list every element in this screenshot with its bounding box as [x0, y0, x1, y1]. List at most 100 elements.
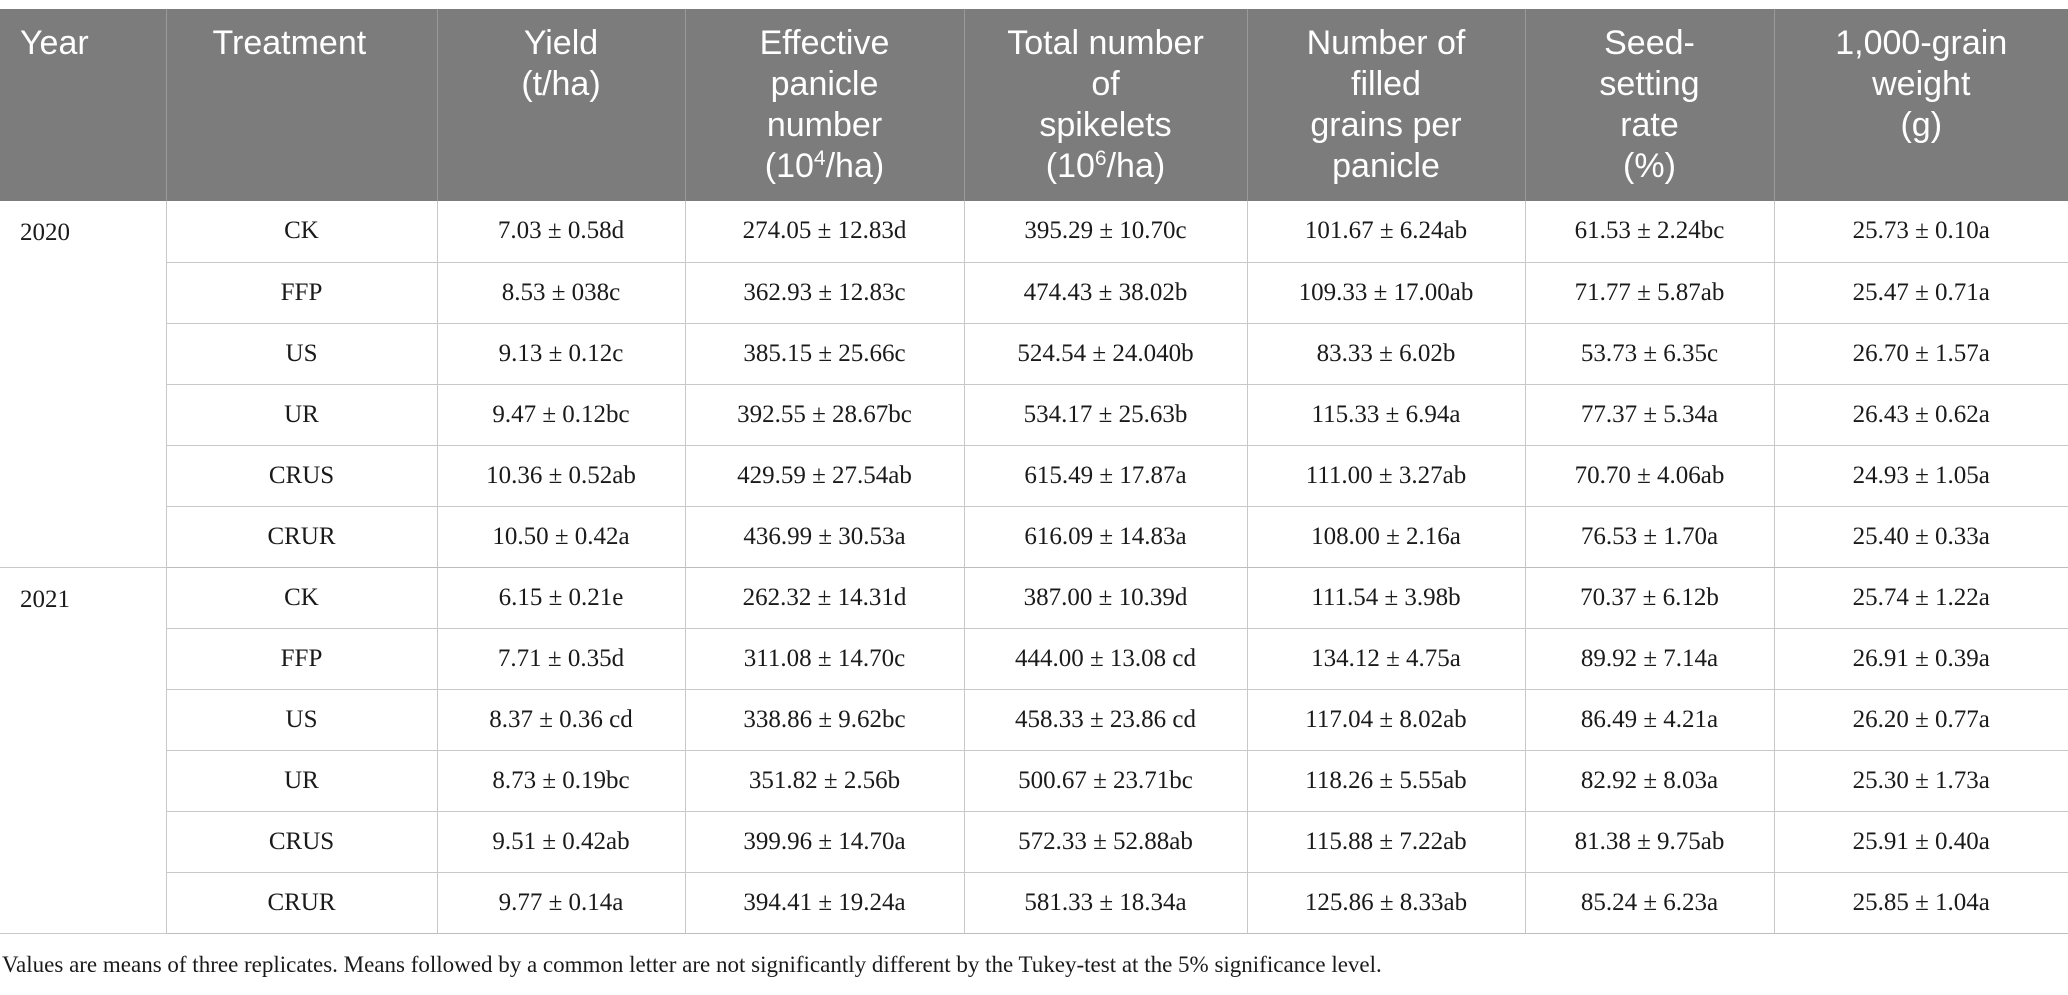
value-cell: 10.50 ± 0.42a	[436, 506, 685, 568]
column-header-line: Total number	[1007, 24, 1204, 62]
treatment-cell: CK	[165, 567, 437, 629]
value-cell: 86.49 ± 4.21a	[1524, 689, 1774, 751]
column-header-line: (g)	[1900, 106, 1943, 144]
column-header-line: Number of	[1306, 24, 1466, 62]
column-header-effective-panicle-number: Effective panicle number (104/ha)	[684, 9, 964, 201]
treatment-cell: CRUR	[165, 872, 437, 934]
table-row: CRUS 10.36 ± 0.52ab 429.59 ± 27.54ab 615.49…	[0, 445, 2068, 507]
value-cell: 534.17 ± 25.63b	[963, 384, 1247, 446]
treatment-cell: CRUS	[165, 811, 437, 873]
value-cell: 101.67 ± 6.24ab	[1246, 201, 1525, 263]
column-header-total-spikelets: Total number of spikelets (106/ha)	[963, 9, 1247, 201]
table-row: FFP 8.53 ± 038c 362.93 ± 12.83c 474.43 ± 38…	[0, 262, 2068, 324]
value-cell: 7.03 ± 0.58d	[436, 201, 685, 263]
value-cell: 26.91 ± 0.39a	[1773, 628, 2068, 690]
column-header-line: of	[1091, 65, 1120, 103]
value-cell: 24.93 ± 1.05a	[1773, 445, 2068, 507]
value-cell: 125.86 ± 8.33ab	[1246, 872, 1525, 934]
value-cell: 108.00 ± 2.16a	[1246, 506, 1525, 568]
results-table-wrapper: Year Treatment Yield (t/ha) Effective panicle…	[0, 9, 2068, 934]
value-cell: 362.93 ± 12.83c	[684, 262, 964, 324]
table-row: US 8.37 ± 0.36 cd 338.86 ± 9.62bc 458.33 ± …	[0, 689, 2068, 751]
value-cell: 26.43 ± 0.62a	[1773, 384, 2068, 446]
treatment-cell: FFP	[165, 262, 437, 324]
value-cell: 111.00 ± 3.27ab	[1246, 445, 1525, 507]
value-cell: 61.53 ± 2.24bc	[1524, 201, 1774, 263]
column-header-line: weight	[1872, 65, 1971, 103]
value-cell: 311.08 ± 14.70c	[684, 628, 964, 690]
year-cell: 2021	[0, 567, 166, 934]
value-cell: 444.00 ± 13.08 cd	[963, 628, 1247, 690]
table-row: CRUR 9.77 ± 0.14a 394.41 ± 19.24a 581.33 ± …	[0, 872, 2068, 934]
value-cell: 338.86 ± 9.62bc	[684, 689, 964, 751]
value-cell: 387.00 ± 10.39d	[963, 567, 1247, 629]
table-row: CRUR 10.50 ± 0.42a 436.99 ± 30.53a 616.09 ±…	[0, 506, 2068, 568]
value-cell: 392.55 ± 28.67bc	[684, 384, 964, 446]
value-cell: 385.15 ± 25.66c	[684, 323, 964, 385]
treatment-cell: US	[165, 689, 437, 751]
value-cell: 77.37 ± 5.34a	[1524, 384, 1774, 446]
value-cell: 117.04 ± 8.02ab	[1246, 689, 1525, 751]
column-header-filled-grains-per-panicle: Number of filled grains per panicle	[1246, 9, 1525, 201]
column-header-line: 1,000-grain	[1835, 24, 2008, 62]
treatment-cell: CK	[165, 201, 437, 263]
treatment-cell: US	[165, 323, 437, 385]
value-cell: 118.26 ± 5.55ab	[1246, 750, 1525, 812]
value-cell: 9.51 ± 0.42ab	[436, 811, 685, 873]
value-cell: 6.15 ± 0.21e	[436, 567, 685, 629]
value-cell: 53.73 ± 6.35c	[1524, 323, 1774, 385]
value-cell: 474.43 ± 38.02b	[963, 262, 1247, 324]
value-cell: 274.05 ± 12.83d	[684, 201, 964, 263]
column-header-line: Effective	[759, 24, 890, 62]
value-cell: 25.85 ± 1.04a	[1773, 872, 2068, 934]
value-cell: 9.77 ± 0.14a	[436, 872, 685, 934]
value-cell: 458.33 ± 23.86 cd	[963, 689, 1247, 751]
column-header-seed-setting-rate: Seed-setting rate (%)	[1524, 9, 1774, 201]
header-row: Year Treatment Yield (t/ha) Effective panicle…	[0, 9, 2068, 201]
value-cell: 429.59 ± 27.54ab	[684, 445, 964, 507]
value-cell: 9.13 ± 0.12c	[436, 323, 685, 385]
column-header-yield: Yield (t/ha)	[436, 9, 685, 201]
value-cell: 262.32 ± 14.31d	[684, 567, 964, 629]
table-row: 2021 CK 6.15 ± 0.21e 262.32 ± 14.31d 387.00 …	[0, 567, 2068, 934]
value-cell: 500.67 ± 23.71bc	[963, 750, 1247, 812]
treatment-cell: CRUR	[165, 506, 437, 568]
value-cell: 115.33 ± 6.94a	[1246, 384, 1525, 446]
table-row: US 9.13 ± 0.12c 385.15 ± 25.66c 524.54 ± 24…	[0, 323, 2068, 385]
column-header-treatment: Treatment	[165, 9, 437, 201]
value-cell: 572.33 ± 52.88ab	[963, 811, 1247, 873]
column-header-line: panicle	[770, 65, 879, 103]
value-cell: 25.73 ± 0.10a	[1773, 201, 2068, 263]
column-header-line: (104/ha)	[764, 147, 885, 185]
treatment-cell: CRUS	[165, 445, 437, 507]
value-cell: 111.54 ± 3.98b	[1246, 567, 1525, 629]
column-header-line: (t/ha)	[521, 65, 601, 103]
table-row: CRUS 9.51 ± 0.42ab 399.96 ± 14.70a 572.33 ±…	[0, 811, 2068, 873]
column-header-line: Yield	[523, 24, 599, 62]
value-cell: 615.49 ± 17.87a	[963, 445, 1247, 507]
value-cell: 134.12 ± 4.75a	[1246, 628, 1525, 690]
column-header-line: Year	[20, 24, 89, 62]
value-cell: 85.24 ± 6.23a	[1524, 872, 1774, 934]
value-cell: 581.33 ± 18.34a	[963, 872, 1247, 934]
table-body: 2020 CK 7.03 ± 0.58d 274.05 ± 12.83d 395.29 …	[0, 201, 2068, 934]
column-header-year: Year	[0, 9, 166, 201]
value-cell: 25.47 ± 0.71a	[1773, 262, 2068, 324]
value-cell: 10.36 ± 0.52ab	[436, 445, 685, 507]
table-footnote: Values are means of three replicates. Me…	[2, 952, 1382, 977]
year-cell: 2020	[0, 201, 166, 568]
column-header-line: Seed-	[1604, 24, 1695, 62]
value-cell: 70.37 ± 6.12b	[1524, 567, 1774, 629]
value-cell: 71.77 ± 5.87ab	[1524, 262, 1774, 324]
value-cell: 70.70 ± 4.06ab	[1524, 445, 1774, 507]
value-cell: 395.29 ± 10.70c	[963, 201, 1247, 263]
value-cell: 26.20 ± 0.77a	[1773, 689, 2068, 751]
column-header-line: spikelets	[1039, 106, 1172, 144]
column-header-line: Treatment	[212, 24, 367, 62]
value-cell: 351.82 ± 2.56b	[684, 750, 964, 812]
column-header-grain-weight: 1,000-grain weight (g)	[1773, 9, 2068, 201]
column-header-line: grains per	[1310, 106, 1462, 144]
treatment-cell: UR	[165, 384, 437, 446]
column-header-line: panicle	[1332, 147, 1440, 185]
value-cell: 8.53 ± 038c	[436, 262, 685, 324]
